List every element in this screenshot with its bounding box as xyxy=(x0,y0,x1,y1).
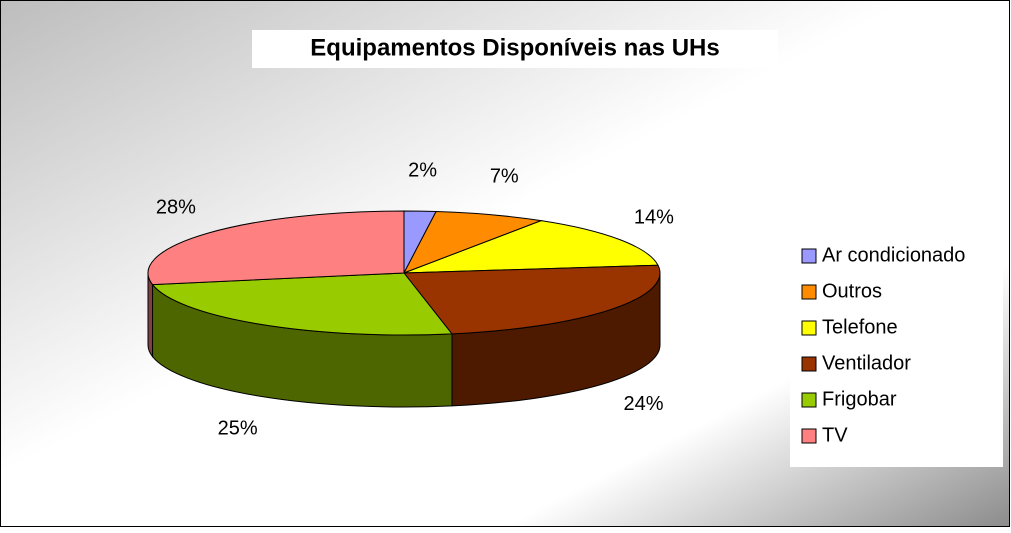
pie-slice xyxy=(402,210,544,274)
legend-swatch xyxy=(801,356,817,372)
legend-label: Ar condicionado xyxy=(822,244,965,266)
legend-label: Ventilador xyxy=(822,352,911,374)
legend-label: Outros xyxy=(822,280,882,302)
pie-slice xyxy=(151,272,453,336)
chart-title: Equipamentos Disponíveis nas UHs xyxy=(310,34,719,61)
pie-slice xyxy=(147,210,405,286)
legend-label: Frigobar xyxy=(822,388,897,410)
data-label: 24% xyxy=(623,393,663,415)
pie-side xyxy=(147,272,154,359)
title-background xyxy=(252,30,778,68)
data-label: 2% xyxy=(408,159,437,181)
data-label: 7% xyxy=(490,165,519,187)
legend-swatch xyxy=(801,248,817,264)
data-label: 14% xyxy=(634,207,674,229)
legend-label: TV xyxy=(822,424,848,446)
legend-label: Telefone xyxy=(822,316,898,338)
legend-swatch xyxy=(801,284,817,300)
legend-swatch xyxy=(801,428,817,444)
data-label: 28% xyxy=(156,196,196,218)
data-label: 25% xyxy=(218,418,258,440)
legend-box xyxy=(790,237,1003,467)
pie-slice xyxy=(403,220,659,274)
legend-swatch xyxy=(801,392,817,408)
legend-swatch xyxy=(801,320,817,336)
pie-slice xyxy=(402,264,661,335)
